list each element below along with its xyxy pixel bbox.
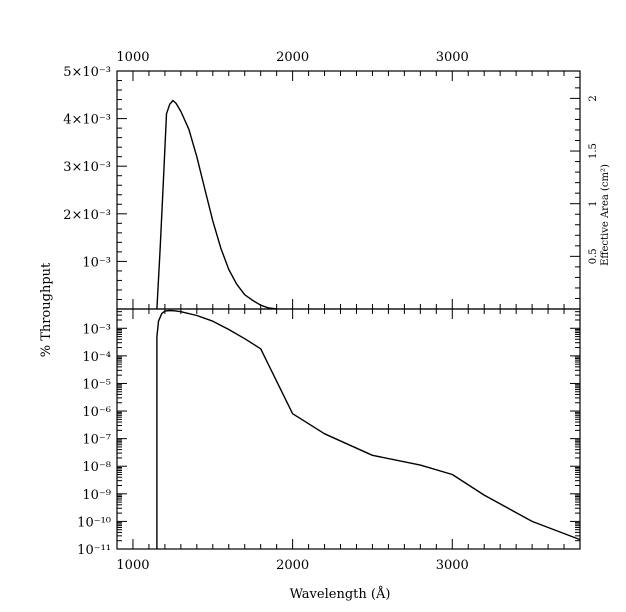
bottom-panel: 1000 2000 3000 10⁻³ 10⁻⁴ 10⁻⁵ 10⁻⁶ 10⁻⁷ 10⁻⁸ 10⁻⁹… (77, 308, 581, 573)
top-y-tick-label: 3×10⁻³ (63, 160, 111, 175)
x-axis-label: Wavelength (Å) (290, 586, 391, 602)
bottom-y-tick-label: 10⁻⁹ (82, 488, 111, 503)
throughput-curve (156, 309, 581, 549)
top-x-tick-label: 3000 (436, 50, 469, 65)
bottom-y-tick-label: 10⁻⁴ (82, 350, 111, 365)
bottom-y-tick-label: 10⁻⁷ (82, 433, 111, 448)
top-y-tick-label: 10⁻³ (82, 255, 111, 270)
bottom-x-tick-label: 3000 (436, 558, 469, 573)
right-y-tick-label: 1.5 (588, 143, 599, 159)
bottom-panel-frame (116, 308, 581, 550)
top-y-tick-label: 5×10⁻³ (63, 65, 111, 80)
bottom-x-tick-label: 1000 (116, 558, 149, 573)
top-y-tick-label: 2×10⁻³ (63, 208, 111, 223)
top-x-tick-label: 1000 (116, 50, 149, 65)
effective-area-curve (156, 99, 277, 310)
bottom-y-tick-label: 10⁻¹⁰ (77, 515, 111, 530)
top-x-tick-label: 2000 (276, 50, 309, 65)
top-panel: 1000 2000 3000 10⁻³ 2×10⁻³ 3×10⁻³ 4×10⁻³ 5×10⁻³… (63, 50, 599, 310)
bottom-y-tick-label: 10⁻¹¹ (77, 543, 111, 558)
right-y-tick-label: 1 (588, 201, 599, 207)
right-axis-label: Effective Area (cm²) (600, 164, 611, 266)
bottom-y-tick-label: 10⁻³ (82, 322, 111, 337)
right-y-tick-label: 0.5 (588, 248, 599, 264)
bottom-y-tick-label: 10⁻⁵ (82, 377, 111, 392)
bottom-x-tick-label: 2000 (276, 558, 309, 573)
bottom-y-tick-label: 10⁻⁶ (82, 405, 111, 420)
top-y-tick-label: 4×10⁻³ (63, 113, 111, 128)
top-panel-frame (116, 70, 581, 310)
bottom-y-tick-label: 10⁻⁸ (82, 460, 111, 475)
y-axis-label: % Throughput (39, 262, 54, 357)
right-y-tick-label: 2 (588, 95, 599, 101)
